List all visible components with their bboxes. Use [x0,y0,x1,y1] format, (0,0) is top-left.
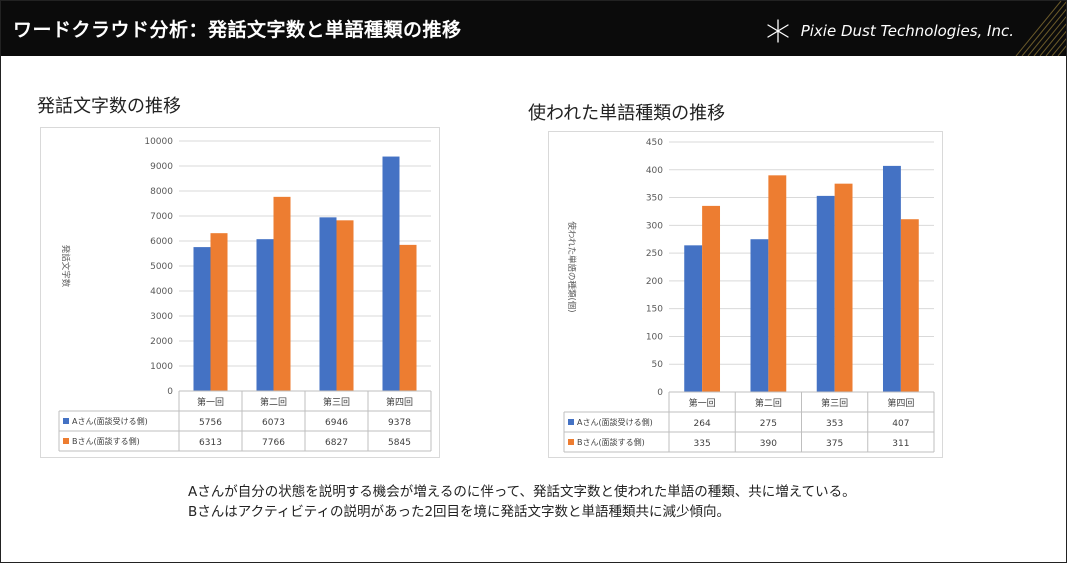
data-label: 6313 [199,438,222,448]
bar-a-4 [882,165,901,392]
y-tick-label: 300 [646,221,663,231]
legend-swatch [568,419,574,425]
data-label: 5756 [199,418,222,428]
category-label: 第一回 [197,396,224,408]
y-tick-label: 3000 [150,312,173,322]
y-tick-label: 50 [652,360,664,370]
data-label: 5845 [388,438,411,448]
data-label: 353 [826,419,843,429]
bar-b-4 [399,244,417,391]
y-tick-label: 250 [646,249,663,259]
y-tick-label: 0 [657,388,663,398]
brand: Pixie Dust Technologies, Inc. [765,18,1014,44]
legend-label: Bさん(面談する側) [577,437,645,447]
data-label: 6827 [325,438,348,448]
bar-a-2 [256,239,274,391]
y-tick-label: 200 [646,277,663,287]
y-tick-label: 4000 [150,287,173,297]
y-tick-label: 7000 [150,212,173,222]
data-label: 335 [694,439,711,449]
y-tick-label: 100 [646,332,663,342]
decorative-stripes [1015,1,1066,56]
y-axis-label: 使われた単語の種類(個) [566,221,577,312]
legend-swatch [63,418,69,424]
y-tick-label: 450 [646,138,663,148]
y-tick-label: 0 [167,387,173,397]
data-label: 375 [826,439,843,449]
category-label: 第一回 [689,397,716,409]
y-tick-label: 8000 [150,187,173,197]
y-axis-label: 発話文字数 [60,245,71,288]
bar-a-3 [816,195,835,392]
category-label: 第四回 [386,396,413,408]
legend-swatch [568,439,574,445]
bar-a-1 [193,247,211,391]
category-label: 第三回 [323,396,350,408]
bar-b-3 [834,183,853,392]
legend-label: Bさん(面談する側) [72,436,140,446]
data-label: 390 [760,439,777,449]
data-label: 275 [760,419,777,429]
bar-b-1 [210,233,228,391]
bar-a-2 [750,239,769,392]
slide-title: ワードクラウド分析：発話文字数と単語種類の推移 [13,19,462,41]
notes: Aさんが自分の状態を説明する機会が増えるのに伴って、発話文字数と使われた単語の種… [188,482,856,522]
chart-word-types: 0 50 100 150 200 250 300 350 400 450 使われた単語の種類(個) 第… [548,131,943,458]
legend-label: Aさん(面談受ける側) [72,416,148,426]
brand-name: Pixie Dust Technologies, Inc. [800,22,1014,40]
bar-b-3 [336,220,354,391]
y-tick-label: 150 [646,305,663,315]
bar-b-4 [900,219,919,392]
legend-label: Aさん(面談受ける側) [577,417,653,427]
y-tick-label: 10000 [144,137,173,147]
data-label: 264 [694,419,711,429]
bar-a-3 [319,217,337,391]
note-line-1: Aさんが自分の状態を説明する機会が増えるのに伴って、発話文字数と使われた単語の種… [188,484,856,500]
y-tick-label: 9000 [150,162,173,172]
data-label: 6073 [262,418,285,428]
data-label: 9378 [388,418,411,428]
category-label: 第二回 [260,396,287,408]
chart-characters: 0 1000 2000 3000 4000 5000 6000 7000 8000 9000 100… [40,127,440,458]
bar-a-4 [382,156,400,391]
y-tick-label: 400 [646,166,663,176]
header-bar: ワードクラウド分析：発話文字数と単語種類の推移 Pixie Dust Techn… [1,1,1066,56]
data-label: 6946 [325,418,348,428]
y-tick-label: 6000 [150,237,173,247]
bar-b-2 [768,175,787,392]
chart-word-types-svg: 0 50 100 150 200 250 300 350 400 450 使われた単語の種類(個) 第… [563,138,935,453]
y-tick-label: 5000 [150,262,173,272]
note-line-2: Bさんはアクティビティの説明があった2回目を境に発話文字数と単語種類共に減少傾向… [188,504,731,520]
chart-characters-svg: 0 1000 2000 3000 4000 5000 6000 7000 8000 9000 100… [58,137,432,452]
y-tick-label: 2000 [150,337,173,347]
data-label: 311 [892,439,909,449]
category-label: 第二回 [755,397,782,409]
bar-b-1 [702,205,721,392]
y-tick-label: 1000 [150,362,173,372]
category-label: 第三回 [821,397,848,409]
data-label: 407 [892,419,909,429]
data-label: 7766 [262,438,285,448]
chart-2-heading: 使われた単語種類の推移 [528,103,726,124]
legend-swatch [63,438,69,444]
chart-1-heading: 発話文字数の推移 [37,96,181,117]
bar-b-2 [273,196,291,391]
bar-a-1 [684,245,703,392]
category-label: 第四回 [887,397,914,409]
asterisk-star-icon [767,19,789,43]
y-tick-label: 350 [646,194,663,204]
